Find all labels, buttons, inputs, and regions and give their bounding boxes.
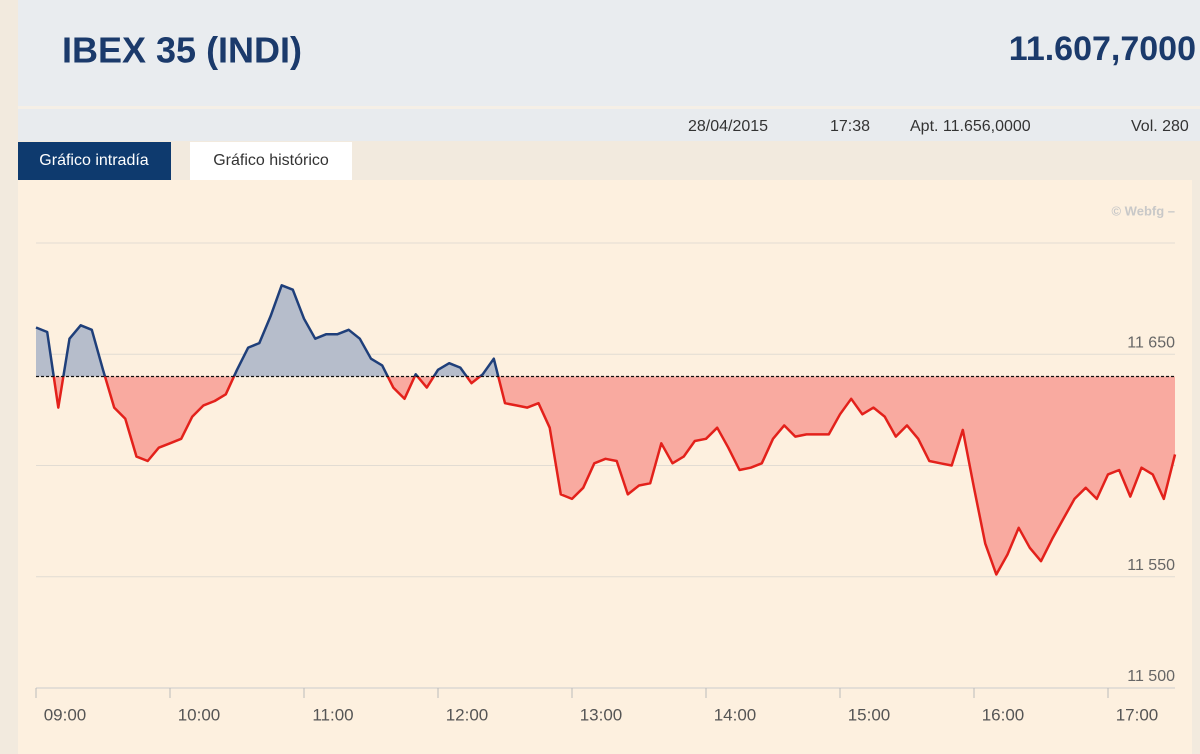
watermark: © Webfg –: [1111, 203, 1175, 218]
x-tick-label: 17:00: [1116, 705, 1159, 724]
x-tick-label: 13:00: [580, 705, 623, 724]
line-below: [52, 376, 1177, 576]
y-tick-label: 11 550: [1127, 557, 1175, 574]
x-tick-label: 09:00: [44, 705, 87, 724]
x-tick-label: 11:00: [312, 705, 353, 724]
area-above: [36, 285, 1175, 377]
tab-active[interactable]: [18, 142, 171, 180]
tab-label[interactable]: Gráfico histórico: [213, 152, 329, 169]
x-tick-label: 15:00: [848, 705, 891, 724]
x-tick-label: 16:00: [982, 705, 1025, 724]
x-tick-label: 12:00: [446, 705, 489, 724]
x-tick-label: 10:00: [178, 705, 221, 724]
tab-label[interactable]: Gráfico intradía: [39, 152, 148, 169]
header-bar: [18, 0, 1200, 106]
time: 17:38: [830, 118, 870, 135]
y-tick-label: 11 650: [1127, 334, 1175, 351]
open-price: Apt. 11.656,0000: [910, 118, 1031, 135]
divider: [18, 106, 1200, 109]
price: 11.607,7000: [1009, 30, 1196, 68]
y-tick-label: 11 500: [1127, 668, 1175, 685]
volume: Vol. 280: [1131, 118, 1189, 135]
x-tick-label: 14:00: [714, 705, 757, 724]
title: IBEX 35 (INDI): [62, 30, 302, 71]
tab[interactable]: [190, 142, 352, 180]
date: 28/04/2015: [688, 118, 768, 135]
info-bar: [18, 109, 1200, 141]
